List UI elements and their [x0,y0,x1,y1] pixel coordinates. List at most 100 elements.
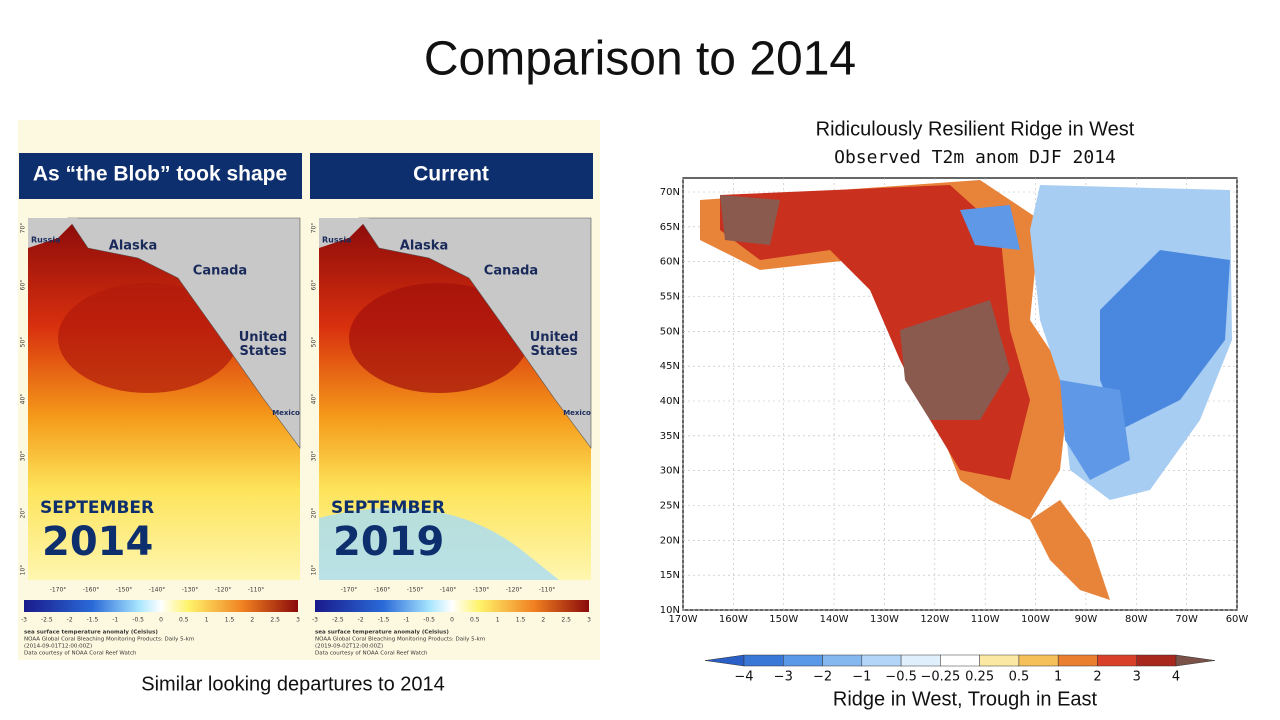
colorbar-arrow [1175,654,1216,667]
colorbar-tick: -1.5 [378,617,390,624]
lat-label: 20° [20,508,27,519]
colorbar-label: 3 [1133,670,1141,685]
map-label: Russia [31,236,61,245]
map-label: Alaska [109,239,157,254]
lat-label: 30° [311,451,318,462]
map-label: Canada [484,264,538,279]
lon-label: -160° [83,587,100,594]
caption: Ridge in West, Trough in East [833,688,1098,710]
anomaly-cold [960,205,1020,250]
colorbar-label: 1 [1054,670,1062,685]
panel-header-bg [310,153,593,199]
lon-label: 90W [1075,614,1098,625]
lon-label: 160W [719,614,748,625]
lon-label: 80W [1125,614,1148,625]
map-label: Mexico [272,409,300,417]
colorbar-tick: 1 [496,617,500,624]
colorbar-label: −1 [852,670,871,685]
colorbar-tick: -1.5 [87,617,99,624]
lon-label: 140W [820,614,849,625]
colorbar-segment [783,654,823,667]
lat-label: 10° [311,565,318,576]
slide-title: Comparison to 2014 [424,33,856,86]
lat-label: 70° [20,223,27,234]
colorbar-tick: -0.5 [132,617,144,624]
colorbar-tick: 1.5 [516,617,526,624]
colorbar-segment [822,654,863,667]
colorbar-tick: -2.5 [332,617,344,624]
colorbar-label: −3 [774,670,793,685]
lat-label: 30° [20,451,27,462]
year-label: 2014 [42,519,153,565]
lon-label: -110° [248,587,265,594]
colorbar-tick: -2 [67,617,73,624]
colorbar-tick: -2 [358,617,364,624]
lat-label: 55N [660,292,680,303]
lat-label: 40N [660,396,680,407]
map-label: Russia [322,236,352,245]
map-label: United States [530,330,579,359]
map-label: Mexico [563,409,591,417]
lat-label: 15N [660,570,680,581]
warm-core [349,283,529,393]
anomaly-hottest [900,300,1010,420]
colorbar-label: 4 [1172,670,1180,685]
land [67,217,301,449]
colorbar [24,600,298,612]
colorbar-tick: -1 [403,617,409,624]
map-subtitle: Observed T2m anom DJF 2014 [834,147,1116,168]
panel-header: Current [413,163,489,186]
legend-line: sea surface temperature anomaly (Celsius… [315,630,449,636]
map-label: Alaska [400,239,448,254]
legend-line: Data courtesy of NOAA Coral Reef Watch [315,651,428,657]
cool-band [319,508,559,580]
lon-label: 130W [870,614,899,625]
lon-label: 60W [1226,614,1249,625]
lat-label: 35N [660,431,680,442]
lat-label: 65N [660,222,680,233]
lat-label: 10N [660,605,680,616]
colorbar [315,600,589,612]
lat-label: 50N [660,326,680,337]
colorbar-tick: 3 [296,617,300,624]
lon-label: -160° [374,587,391,594]
month-label: SEPTEMBER [40,498,154,518]
lon-label: -130° [473,587,490,594]
legend-line: Data courtesy of NOAA Coral Reef Watch [24,651,137,657]
map-label-line: United [530,330,579,345]
colorbar-tick: -1 [112,617,118,624]
lon-label: -170° [341,587,358,594]
colorbar-tick: 2 [541,617,545,624]
anomaly-warm [1030,500,1110,600]
lon-label: -130° [182,587,199,594]
lat-label: 70N [660,187,680,198]
lon-label: 70W [1175,614,1198,625]
map-label-line: States [530,344,577,359]
legend-line: NOAA Global Coral Bleaching Monitoring P… [315,637,485,643]
caption: Similar looking departures to 2014 [141,673,445,695]
lat-label: 30N [660,466,680,477]
colorbar-segment [861,654,902,667]
lon-label: 120W [920,614,949,625]
colorbar-label: −0.25 [920,670,960,685]
lat-label: 20N [660,535,680,546]
map-label-line: States [239,344,286,359]
warm-core [58,283,238,393]
lat-label: 50° [20,337,27,348]
colorbar-tick: 0.5 [470,617,480,624]
colorbar-tick: 0 [159,617,163,624]
colorbar-segment [1057,654,1098,667]
colorbar-segment [940,654,980,667]
panel-header: As “the Blob” took shape [33,163,287,186]
lat-label: 40° [311,394,318,405]
lon-label: -120° [506,587,523,594]
colorbar-label: −2 [813,670,832,685]
colorbar-segment [1097,654,1137,667]
panel-header-bg [19,153,302,199]
lat-label: 10° [20,565,27,576]
colorbar-tick: 2.5 [270,617,280,624]
colorbar-tick: -2.5 [41,617,53,624]
anomaly-cold [1100,250,1230,430]
